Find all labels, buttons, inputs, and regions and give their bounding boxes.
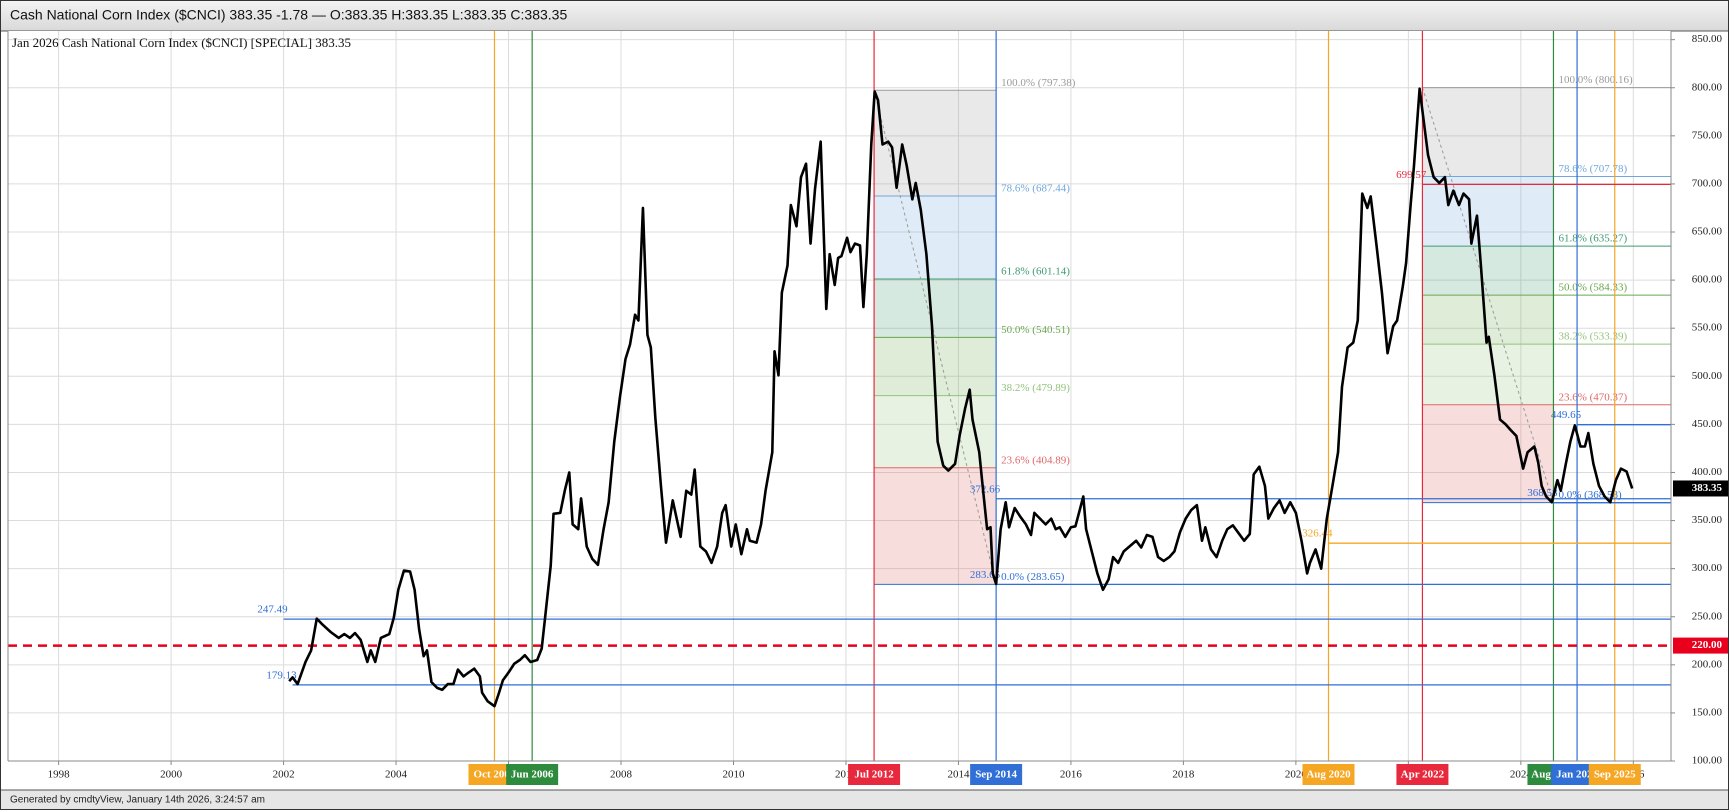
header-bar: [0, 0, 1729, 31]
date-marker-label: Jan 2025: [1556, 769, 1598, 781]
reference-label: 220.00: [1692, 639, 1723, 651]
price-line: [288, 87, 1634, 708]
date-marker-label: Oct 2005: [474, 769, 516, 781]
fib-level-label: 78.6% (687.44): [1001, 183, 1070, 195]
fib-level-label: 38.2% (479.89): [1001, 382, 1070, 394]
date-marker-box: [506, 764, 559, 785]
x-tick-label: 2016: [1060, 769, 1083, 781]
y-tick-label: 100.00: [1692, 755, 1723, 767]
y-tick-label: 300.00: [1692, 562, 1723, 574]
y-tick-label: 150.00: [1692, 706, 1723, 718]
y-tick-label: 600.00: [1692, 274, 1723, 286]
x-tick-label: 2024: [1510, 769, 1533, 781]
fib-level-label: 50.0% (584.33): [1558, 282, 1627, 294]
fib-zone: [1422, 404, 1554, 503]
chart-title: Cash National Corn Index ($CNCI) 383.35 …: [10, 7, 567, 23]
last-price-label: 383.35: [1692, 482, 1723, 494]
fib-zone: [874, 196, 997, 280]
fib-level-label: 100.0% (800.16): [1558, 74, 1633, 86]
date-marker-box: [848, 764, 901, 785]
level-label: 247.49: [257, 604, 288, 616]
fib-zone: [874, 467, 997, 585]
y-tick-label: 750.00: [1692, 129, 1723, 141]
reference-label-box: [1673, 637, 1729, 654]
fib-level-label: 0.0% (283.65): [1001, 571, 1065, 583]
level-label: 179.13: [266, 669, 297, 681]
fib-level-label: 38.2% (533.39): [1558, 331, 1627, 343]
y-tick-label: 700.00: [1692, 177, 1723, 189]
date-marker-label: Aug 2020: [1306, 769, 1351, 781]
fib-zone: [874, 279, 997, 338]
x-tick-label: 2014: [947, 769, 970, 781]
fib-zone: [1422, 87, 1554, 177]
fib-zone: [1422, 176, 1554, 247]
y-tick-label: 500.00: [1692, 370, 1723, 382]
level-label: 699.57: [1396, 169, 1427, 181]
fib-zone: [1422, 246, 1554, 296]
date-marker-label: Sep 2025: [1594, 769, 1636, 781]
fib-level-label: 100.0% (797.38): [1001, 77, 1076, 89]
date-marker-label: Sep 2014: [975, 769, 1017, 781]
chart-subtitle: Jan 2026 Cash National Corn Index ($CNCI…: [12, 35, 351, 50]
x-tick-label: 2010: [722, 769, 745, 781]
level-label: 368.58: [1527, 487, 1558, 499]
fib-level-label: 23.6% (470.37): [1558, 391, 1627, 403]
date-marker-box: [970, 764, 1023, 785]
last-price-box: [1673, 480, 1729, 497]
fib-level-label: 78.6% (707.78): [1558, 163, 1627, 175]
x-tick-label: 1998: [48, 769, 71, 781]
date-marker-box: [1588, 764, 1641, 785]
date-marker-label: Apr 2022: [1401, 769, 1445, 781]
fib-zone: [1422, 344, 1554, 405]
fib-level-label: 61.8% (635.27): [1558, 233, 1627, 245]
y-tick-label: 800.00: [1692, 81, 1723, 93]
footer-bar: [0, 790, 1729, 810]
x-tick-label: 2008: [610, 769, 633, 781]
y-tick-label: 850.00: [1692, 33, 1723, 45]
fib-level-label: 23.6% (404.89): [1001, 454, 1070, 466]
fib-zone: [874, 90, 997, 197]
x-tick-label: 2018: [1172, 769, 1195, 781]
date-marker-box: [1302, 764, 1355, 785]
y-tick-label: 650.00: [1692, 226, 1723, 238]
fib-trend-line: [1421, 87, 1554, 503]
plot-background: [8, 31, 1671, 761]
x-tick-label: 2000: [160, 769, 183, 781]
x-tick-label: 2020: [1285, 769, 1308, 781]
y-tick-label: 200.00: [1692, 658, 1723, 670]
fib-level-label: 61.8% (601.14): [1001, 266, 1070, 278]
y-tick-label: 550.00: [1692, 322, 1723, 334]
y-tick-label: 250.00: [1692, 610, 1723, 622]
y-tick-label: 350.00: [1692, 514, 1723, 526]
level-label: 449.65: [1551, 409, 1582, 421]
x-tick-label: 2002: [273, 769, 295, 781]
plot-area: 100.0% (797.38) 78.6% (687.44) 61.8% (601.…: [7, 31, 1729, 785]
footer-text: Generated by cmdtyView, January 14th 202…: [10, 795, 265, 806]
date-marker-box: [1396, 764, 1449, 785]
level-label: 372.66: [970, 483, 1001, 495]
y-tick-label: 400.00: [1692, 466, 1723, 478]
fib-level-label: 50.0% (540.51): [1001, 324, 1070, 336]
date-marker-label: Jul 2012: [854, 769, 894, 781]
y-tick-label: 450.00: [1692, 418, 1723, 430]
date-marker-label: Jun 2006: [511, 769, 554, 781]
x-tick-label: 2004: [385, 769, 408, 781]
level-label: 326.44: [1302, 528, 1333, 540]
